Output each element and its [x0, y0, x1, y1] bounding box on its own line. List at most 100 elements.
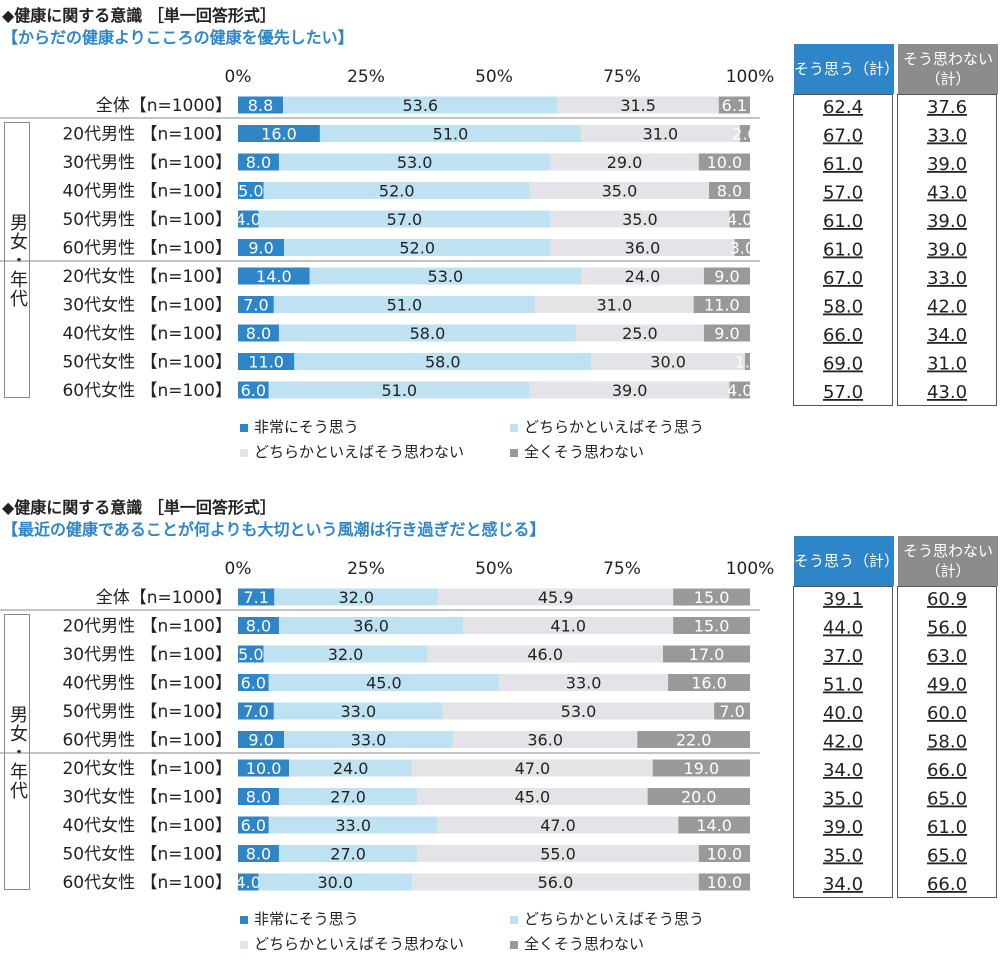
bar-segment-somewhat-not: [550, 239, 735, 256]
data-label: 7.0: [243, 296, 268, 315]
bar-segment-somewhat: [268, 674, 500, 691]
bar-segment-very: [238, 267, 310, 285]
data-label: 9.0: [248, 731, 273, 750]
bar-segment-very: [238, 788, 279, 805]
data-label: 4.0: [727, 381, 752, 400]
row-label: 50代女性 【n=100】: [62, 845, 232, 865]
bar-segment-not-at-all: [673, 617, 750, 634]
bar-segment-somewhat-not: [575, 324, 704, 342]
data-label: 33.0: [341, 702, 377, 721]
disagree-total-value: 42.0: [927, 297, 967, 318]
data-label: 47.0: [540, 816, 576, 835]
data-label: 39.0: [612, 381, 648, 400]
bar-segment-somewhat: [258, 210, 551, 228]
bar-segment-somewhat-not: [417, 845, 699, 862]
bar-segment-somewhat-not: [529, 381, 730, 399]
legend-label: どちらかといえばそう思わない: [254, 443, 465, 461]
data-label: 15.0: [694, 617, 730, 636]
bar-segment-somewhat-not: [529, 182, 710, 199]
data-label: 51.0: [381, 381, 417, 400]
disagree-total-value: 37.6: [927, 97, 967, 118]
bar-segment-somewhat-not: [412, 873, 699, 891]
data-label: 24.0: [333, 759, 369, 778]
legend-label: どちらかといえばそう思わない: [254, 935, 465, 953]
bar-segment-very: [238, 96, 284, 114]
agree-total-value: 39.0: [823, 817, 863, 838]
bar-segment-somewhat: [278, 845, 418, 862]
bar-segment-somewhat: [263, 182, 530, 199]
agree-total-value: 57.0: [823, 382, 863, 403]
data-label: 11.0: [704, 296, 740, 315]
data-label: 41.0: [550, 617, 586, 636]
legend-label: 非常にそう思う: [254, 910, 359, 928]
row-label: 50代男性 【n=100】: [62, 210, 232, 230]
data-label: 33.0: [566, 674, 602, 693]
disagree-total-value: 66.0: [927, 874, 967, 895]
agree-total-value: 61.0: [823, 154, 863, 175]
bar-segment-somewhat: [273, 296, 535, 313]
data-label: 58.0: [410, 324, 446, 343]
chart-title: ◆健康に関する意識 ［単一回答形式］: [2, 498, 276, 517]
agree-total-value: 37.0: [823, 646, 863, 667]
bar-segment-somewhat-not: [591, 353, 745, 370]
disagree-total-value: 34.0: [927, 325, 967, 346]
bar-segment-not-at-all: [668, 674, 750, 691]
x-tick-label: 50%: [475, 67, 513, 87]
bar-segment-somewhat-not: [557, 96, 719, 114]
row-label: 60代女性 【n=100】: [62, 873, 232, 893]
bar-segment-not-at-all: [673, 588, 750, 606]
bar-segment-somewhat: [284, 239, 551, 256]
disagree-total-value: 63.0: [927, 646, 967, 667]
bar-segment-not-at-all: [637, 731, 750, 748]
bar-segment-not-at-all: [744, 353, 750, 370]
agree-total-value: 61.0: [823, 211, 863, 232]
row-label: 20代女性 【n=100】: [62, 267, 232, 287]
disagree-total-value: 31.0: [927, 354, 967, 375]
row-label: 60代女性 【n=100】: [62, 381, 232, 401]
x-tick-label: 50%: [475, 559, 513, 579]
data-label: 9.0: [714, 267, 739, 286]
agree-total-value: 35.0: [823, 789, 863, 810]
bar-segment-not-at-all: [662, 645, 750, 663]
disagree-total-value: 33.0: [927, 268, 967, 289]
data-label: 9.0: [248, 239, 273, 258]
row-label: 20代女性 【n=100】: [62, 759, 232, 779]
data-label: 7.0: [719, 702, 744, 721]
data-label: 33.0: [335, 816, 371, 835]
data-label: 53.0: [397, 153, 433, 172]
bar-segment-very: [238, 210, 259, 228]
data-label: 29.0: [607, 153, 643, 172]
data-label: 51.0: [387, 296, 423, 315]
disagree-total-header: そう思わない（計）: [898, 44, 998, 94]
legend-item-not-at-all: 全くそう思わない: [510, 933, 644, 954]
data-label: 36.0: [527, 731, 563, 750]
agree-total-value: 67.0: [823, 126, 863, 147]
data-label: 9.0: [714, 324, 739, 343]
data-label: 8.0: [246, 153, 271, 172]
bar-segment-not-at-all: [739, 125, 750, 142]
data-label: 25.0: [622, 324, 658, 343]
data-label: 7.1: [243, 588, 268, 607]
row-label: 40代男性 【n=100】: [62, 182, 232, 202]
agree-total-header: そう思う（計）: [794, 536, 899, 586]
agree-total-value: 58.0: [823, 297, 863, 318]
row-label: 40代女性 【n=100】: [62, 324, 232, 344]
disagree-total-value: 43.0: [927, 183, 967, 204]
data-label: 35.0: [622, 210, 658, 229]
row-label: 30代男性 【n=100】: [62, 153, 232, 173]
data-label: 16.0: [261, 125, 297, 144]
row-label: 60代男性 【n=100】: [62, 731, 232, 751]
row-label: 30代男性 【n=100】: [62, 645, 232, 665]
data-label: 19.0: [684, 759, 720, 778]
bar-segment-not-at-all: [729, 210, 750, 228]
data-label: 53.0: [428, 267, 464, 286]
bar-segment-not-at-all: [698, 873, 750, 891]
bar-segment-very: [238, 153, 279, 171]
data-label: 24.0: [625, 267, 661, 286]
row-label: 40代男性 【n=100】: [62, 674, 232, 694]
legend-swatch-somewhat: [510, 915, 518, 924]
data-label: 52.0: [379, 182, 415, 201]
bar-segment-somewhat-not: [453, 731, 638, 748]
bar-segment-very: [238, 674, 269, 691]
bar-segment-somewhat-not: [550, 210, 730, 228]
